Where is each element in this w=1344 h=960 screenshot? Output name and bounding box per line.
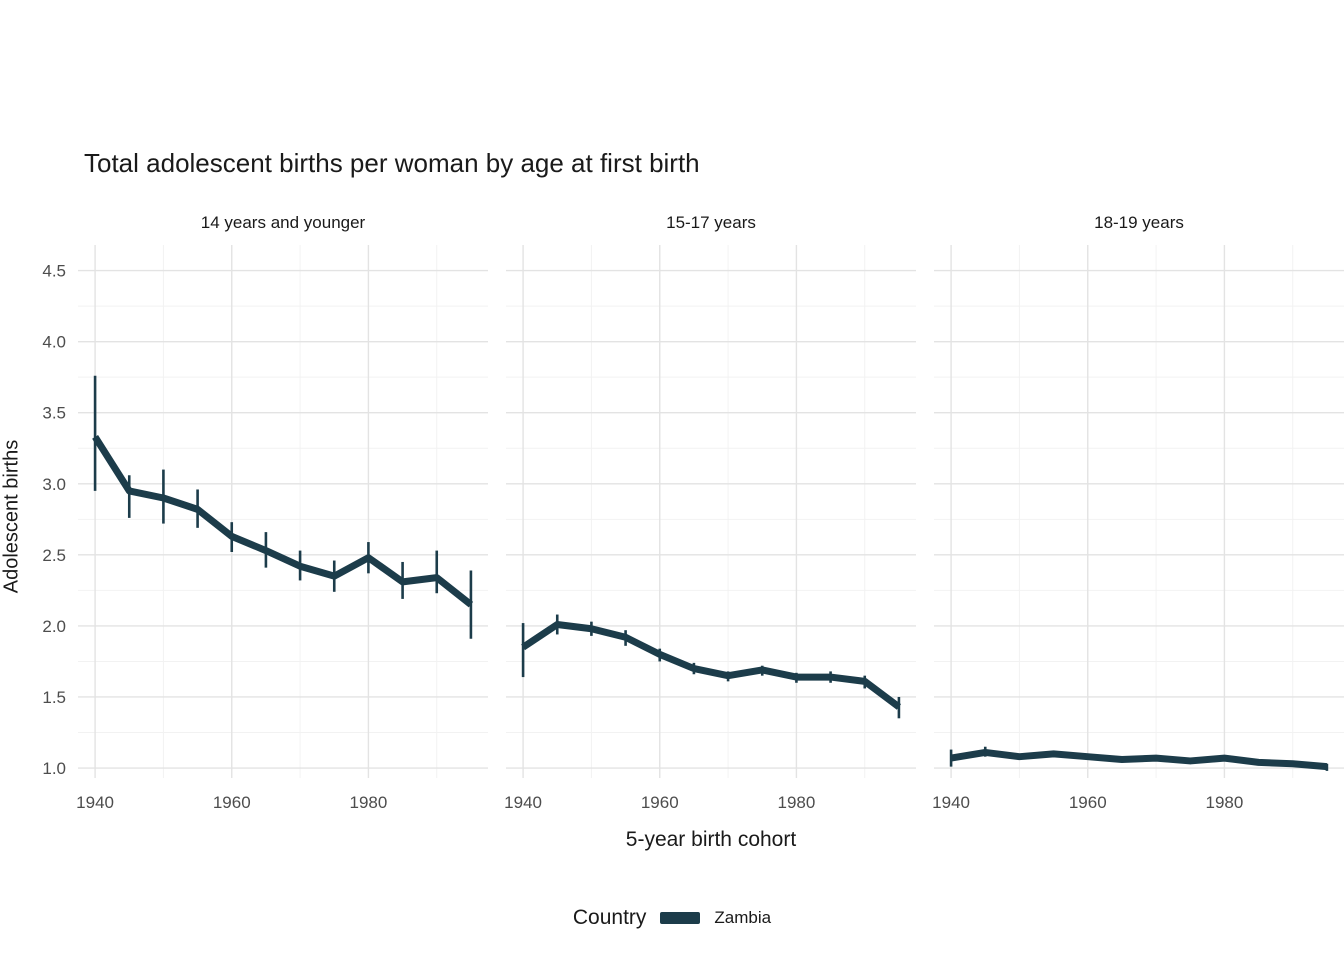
x-tick-label: 1960 bbox=[213, 793, 251, 812]
x-tick-label: 1940 bbox=[76, 793, 114, 812]
x-tick-label: 1940 bbox=[504, 793, 542, 812]
legend-key-zambia: Zambia bbox=[714, 908, 772, 927]
legend-swatch-zambia bbox=[660, 912, 701, 924]
y-tick-label: 4.0 bbox=[42, 333, 66, 352]
trend-line-zambia bbox=[521, 620, 902, 710]
y-tick-label: 2.5 bbox=[42, 546, 66, 565]
y-tick-label: 1.5 bbox=[42, 688, 66, 707]
x-tick-label: 1980 bbox=[350, 793, 388, 812]
legend-title: Country bbox=[572, 906, 647, 929]
x-tick-label: 1960 bbox=[641, 793, 679, 812]
x-tick-label: 1980 bbox=[778, 793, 816, 812]
facet-label: 15-17 years bbox=[666, 213, 756, 232]
y-tick-label: 2.0 bbox=[42, 617, 66, 636]
facet-label: 14 years and younger bbox=[201, 213, 366, 232]
facet-label: 18-19 years bbox=[1094, 213, 1184, 232]
y-tick-label: 3.0 bbox=[42, 475, 66, 494]
x-tick-label: 1960 bbox=[1069, 793, 1107, 812]
chart-title: Total adolescent births per woman by age… bbox=[84, 148, 700, 178]
x-tick-label: 1940 bbox=[932, 793, 970, 812]
trend-line-zambia bbox=[92, 435, 474, 608]
x-tick-label: 1980 bbox=[1206, 793, 1244, 812]
y-axis-title: Adolescent births bbox=[0, 439, 23, 594]
legend: Country Zambia bbox=[0, 906, 1344, 930]
trend-line-zambia bbox=[950, 748, 1328, 771]
x-axis-title: 5-year birth cohort bbox=[625, 828, 797, 851]
y-tick-label: 3.5 bbox=[42, 404, 66, 423]
y-tick-label: 1.0 bbox=[42, 759, 66, 778]
y-tick-label: 4.5 bbox=[42, 262, 66, 281]
